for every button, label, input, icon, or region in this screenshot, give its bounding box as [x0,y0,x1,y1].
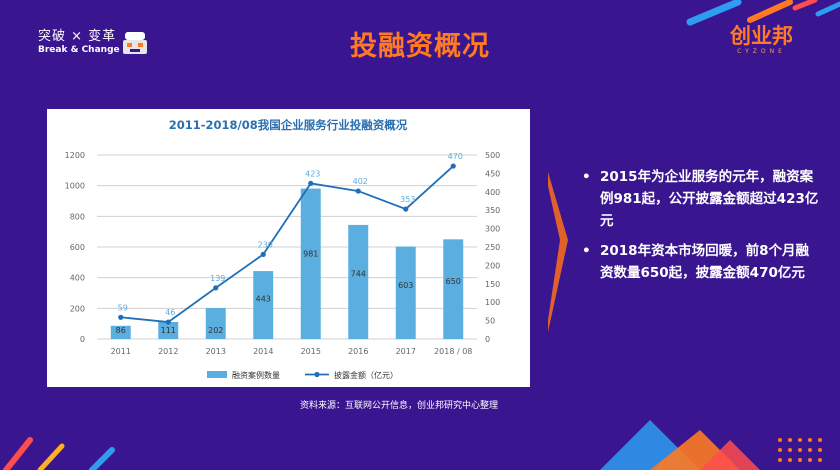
y-left-tick-label: 1200 [65,151,85,160]
line-value-label: 230 [258,240,273,249]
bar-value-label: 981 [303,249,318,258]
y-left-tick-label: 800 [70,212,85,221]
line-value-label: 59 [118,303,128,312]
bar [158,321,179,339]
chart-card: 2011-2018/08我国企业服务行业投融资概况 0 200 400 600 800 10… [47,109,530,387]
bar [395,246,416,339]
bar [253,271,274,339]
bar-value-label: 86 [116,326,126,335]
source-note: 资料来源：互联网公开信息，创业邦研究中心整理 [300,401,499,411]
bullet-item: • 2015年为企业服务的元年，融资案例981起，公开披露金额超过423亿元 [582,166,822,232]
y-right-tick-label: 0 [485,335,490,344]
x-tick-label: 2015 [301,347,321,356]
line-point [355,188,361,194]
bar-value-label: 111 [161,326,176,335]
brand-logo-cn: 创业邦 [730,24,793,48]
y-left-tick-label: 200 [70,304,85,313]
brand-logo-en: CYZONE [737,48,786,55]
bar [110,325,131,339]
bar-value-label: 443 [256,295,271,304]
bar-value-label: 744 [351,269,366,278]
line-point [118,314,124,320]
bar-value-label: 603 [398,281,413,290]
y-right-tick-label: 350 [485,206,500,215]
line-value-label: 470 [448,152,463,161]
y-right-tick-label: 400 [485,188,500,197]
legend-line-marker [314,371,320,378]
bullet-item: • 2018年资本市场回暖，前8个月融资数量650起，披露金额470亿元 [582,240,822,284]
bullet-list: • 2015年为企业服务的元年，融资案例981起，公开披露金额超过423亿元 •… [582,166,822,292]
line-point [213,285,219,291]
y-right-tick-label: 100 [485,298,500,307]
y-left-tick-label: 600 [70,243,85,252]
line-series [120,165,454,324]
bar-value-label: 202 [208,326,223,335]
y-left-tick-label: 400 [70,274,85,283]
bullet-dot: • [582,243,591,259]
line-value-label: 139 [210,274,225,283]
y-right-tick-label: 200 [485,261,500,270]
line-value-label: 46 [165,308,175,317]
bar-value-label: 650 [446,277,461,286]
bullet-text: 2018年资本市场回暖，前8个月融资数量650起，披露金额470亿元 [600,243,809,281]
event-logo-en: Break & Change [38,45,120,55]
line-point [403,206,409,212]
chart: 2011-2018/08我国企业服务行业投融资概况 0 200 400 600 800 10… [65,118,501,380]
y-right-tick-label: 500 [485,151,500,160]
bar [300,188,321,339]
x-tick-label: 2018 / 08 [434,347,472,356]
line-value-label: 402 [353,177,368,186]
line-point [165,319,171,325]
y-right-tick-label: 300 [485,225,500,234]
event-logo: 突破 × 变革 Break & Change [38,30,120,56]
x-tick-label: 2016 [348,347,368,356]
y-right-tick-label: 50 [485,317,495,326]
page-title: 投融资概况 [350,31,490,62]
chart-title: 2011-2018/08我国企业服务行业投融资概况 [169,118,408,132]
bar [348,224,369,339]
bullet-dot: • [582,169,591,185]
line-value-label: 353 [400,195,415,204]
x-tick-label: 2011 [111,347,131,356]
line-point [260,251,266,257]
line-point [308,180,314,186]
y-right-tick-label: 150 [485,280,500,289]
y-left-tick-label: 0 [80,335,85,344]
y-right-tick-label: 250 [485,243,500,252]
x-tick-label: 2012 [158,347,178,356]
legend-line-label: 披露金额（亿元） [334,370,398,380]
bar [443,239,464,339]
y-left-tick-label: 1000 [65,182,85,191]
line-value-label: 423 [305,169,320,178]
bullet-text: 2015年为企业服务的元年，融资案例981起，公开披露金额超过423亿元 [600,169,819,229]
x-tick-label: 2014 [253,347,273,356]
x-tick-label: 2017 [396,347,416,356]
brand-logo: 创业邦 CYZONE [730,24,793,55]
legend-bar-swatch [207,371,227,378]
robot-icon [123,32,147,54]
legend-bar-label: 融资案例数量 [232,370,280,380]
line-point [450,163,456,169]
x-tick-label: 2013 [206,347,226,356]
bar [205,308,226,339]
y-right-tick-label: 450 [485,169,500,178]
event-logo-cn: 突破 × 变革 [38,29,117,44]
